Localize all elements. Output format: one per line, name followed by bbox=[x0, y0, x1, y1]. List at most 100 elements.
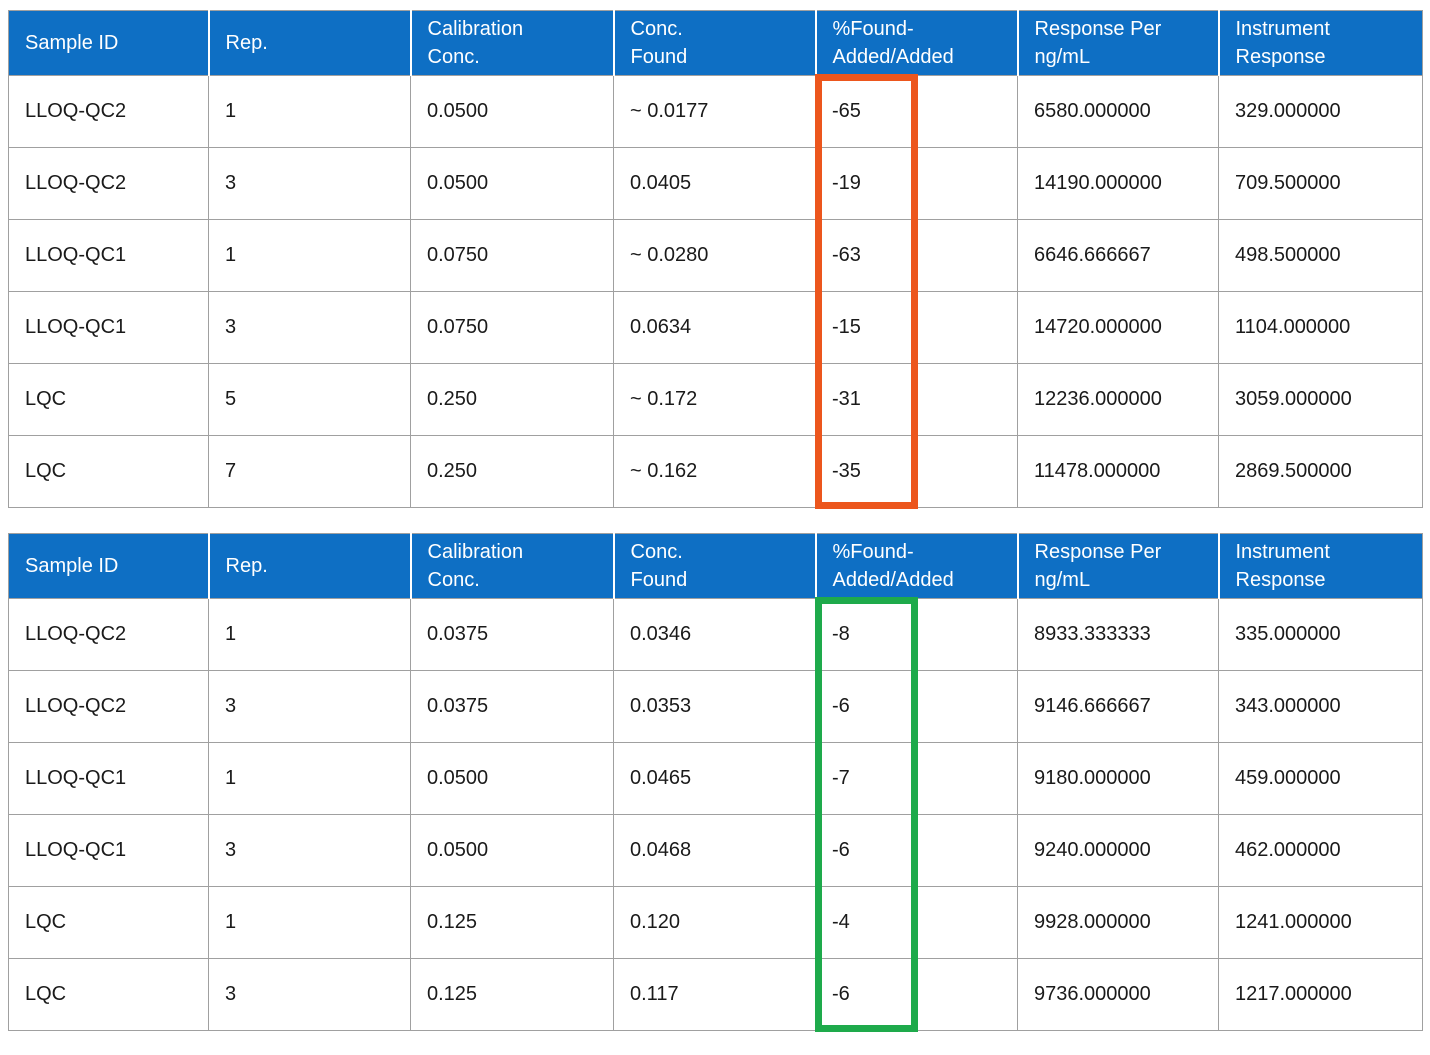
cell-instrument-response: 1104.000000 bbox=[1218, 291, 1423, 364]
cell-sample-id: LQC bbox=[8, 435, 209, 508]
cell-calibration-conc: 0.0500 bbox=[410, 147, 614, 220]
cell-rep: 7 bbox=[208, 435, 411, 508]
cell-conc-found: ~ 0.0177 bbox=[613, 75, 816, 148]
cell-instrument-response: 1217.000000 bbox=[1218, 958, 1423, 1031]
cell-calibration-conc: 0.0500 bbox=[410, 742, 614, 815]
column-header-calibration-conc: Calibration Conc. bbox=[409, 10, 614, 76]
cell-instrument-response: 709.500000 bbox=[1218, 147, 1423, 220]
cell-conc-found: 0.0353 bbox=[613, 670, 816, 743]
cell-pct-found-added: -6 bbox=[815, 814, 1018, 887]
cell-calibration-conc: 0.0500 bbox=[410, 75, 614, 148]
cell-response-per-ng-ml: 6580.000000 bbox=[1017, 75, 1219, 148]
cell-sample-id: LLOQ-QC1 bbox=[8, 742, 209, 815]
cell-rep: 1 bbox=[208, 75, 411, 148]
cell-instrument-response: 2869.500000 bbox=[1218, 435, 1423, 508]
cell-sample-id: LQC bbox=[8, 958, 209, 1031]
cell-calibration-conc: 0.0750 bbox=[410, 291, 614, 364]
column-header-instrument-response: Instrument Response bbox=[1217, 533, 1423, 599]
cell-rep: 3 bbox=[208, 147, 411, 220]
cell-rep: 3 bbox=[208, 958, 411, 1031]
cell-rep: 1 bbox=[208, 742, 411, 815]
cell-pct-found-added: -19 bbox=[815, 147, 1018, 220]
cell-response-per-ng-ml: 14190.000000 bbox=[1017, 147, 1219, 220]
column-header-sample-id: Sample ID bbox=[8, 10, 209, 76]
cell-calibration-conc: 0.250 bbox=[410, 435, 614, 508]
cell-sample-id: LLOQ-QC2 bbox=[8, 147, 209, 220]
table-row: LQC 1 0.125 0.120 -4 9928.000000 1241.00… bbox=[8, 886, 1423, 959]
cell-conc-found: 0.0468 bbox=[613, 814, 816, 887]
column-header-response-per-ng-ml: Response Per ng/mL bbox=[1016, 533, 1219, 599]
cell-pct-found-added: -6 bbox=[815, 670, 1018, 743]
cell-sample-id: LQC bbox=[8, 363, 209, 436]
cell-pct-found-added: -4 bbox=[815, 886, 1018, 959]
cell-conc-found: 0.120 bbox=[613, 886, 816, 959]
cell-response-per-ng-ml: 12236.000000 bbox=[1017, 363, 1219, 436]
cell-rep: 1 bbox=[208, 219, 411, 292]
data-table: Sample ID Rep. Calibration Conc. Conc. F… bbox=[8, 10, 1423, 508]
cell-conc-found: 0.0634 bbox=[613, 291, 816, 364]
cell-instrument-response: 459.000000 bbox=[1218, 742, 1423, 815]
cell-sample-id: LLOQ-QC2 bbox=[8, 598, 209, 671]
header-row: Sample ID Rep. Calibration Conc. Conc. F… bbox=[8, 533, 1423, 599]
cell-instrument-response: 498.500000 bbox=[1218, 219, 1423, 292]
table-row: LLOQ-QC1 3 0.0500 0.0468 -6 9240.000000 … bbox=[8, 814, 1423, 887]
cell-response-per-ng-ml: 9240.000000 bbox=[1017, 814, 1219, 887]
table-row: LQC 3 0.125 0.117 -6 9736.000000 1217.00… bbox=[8, 958, 1423, 1031]
column-header-rep: Rep. bbox=[207, 10, 411, 76]
table-row: LLOQ-QC1 1 0.0500 0.0465 -7 9180.000000 … bbox=[8, 742, 1423, 815]
cell-pct-found-added: -8 bbox=[815, 598, 1018, 671]
cell-response-per-ng-ml: 8933.333333 bbox=[1017, 598, 1219, 671]
cell-conc-found: 0.0405 bbox=[613, 147, 816, 220]
cell-conc-found: ~ 0.162 bbox=[613, 435, 816, 508]
header-row: Sample ID Rep. Calibration Conc. Conc. F… bbox=[8, 10, 1423, 76]
cell-sample-id: LLOQ-QC1 bbox=[8, 814, 209, 887]
cell-rep: 1 bbox=[208, 598, 411, 671]
cell-response-per-ng-ml: 9928.000000 bbox=[1017, 886, 1219, 959]
cell-instrument-response: 462.000000 bbox=[1218, 814, 1423, 887]
cell-rep: 3 bbox=[208, 291, 411, 364]
cell-response-per-ng-ml: 6646.666667 bbox=[1017, 219, 1219, 292]
cell-response-per-ng-ml: 9180.000000 bbox=[1017, 742, 1219, 815]
cell-sample-id: LLOQ-QC2 bbox=[8, 670, 209, 743]
column-header-conc-found: Conc. Found bbox=[612, 533, 816, 599]
cell-rep: 3 bbox=[208, 670, 411, 743]
cell-calibration-conc: 0.125 bbox=[410, 958, 614, 1031]
cell-response-per-ng-ml: 14720.000000 bbox=[1017, 291, 1219, 364]
column-header-pct-found-added: %Found- Added/Added bbox=[814, 10, 1018, 76]
cell-pct-found-added: -35 bbox=[815, 435, 1018, 508]
cell-sample-id: LLOQ-QC2 bbox=[8, 75, 209, 148]
table-row: LLOQ-QC2 3 0.0375 0.0353 -6 9146.666667 … bbox=[8, 670, 1423, 743]
cell-conc-found: ~ 0.0280 bbox=[613, 219, 816, 292]
cell-response-per-ng-ml: 9146.666667 bbox=[1017, 670, 1219, 743]
cell-conc-found: 0.117 bbox=[613, 958, 816, 1031]
cell-calibration-conc: 0.0375 bbox=[410, 670, 614, 743]
cell-instrument-response: 3059.000000 bbox=[1218, 363, 1423, 436]
table-row: LLOQ-QC2 1 0.0500 ~ 0.0177 -65 6580.0000… bbox=[8, 75, 1423, 148]
cell-sample-id: LLOQ-QC1 bbox=[8, 291, 209, 364]
column-header-conc-found: Conc. Found bbox=[612, 10, 816, 76]
cell-sample-id: LLOQ-QC1 bbox=[8, 219, 209, 292]
cell-sample-id: LQC bbox=[8, 886, 209, 959]
cell-pct-found-added: -31 bbox=[815, 363, 1018, 436]
cell-pct-found-added: -65 bbox=[815, 75, 1018, 148]
cell-instrument-response: 1241.000000 bbox=[1218, 886, 1423, 959]
cell-calibration-conc: 0.0375 bbox=[410, 598, 614, 671]
data-table: Sample ID Rep. Calibration Conc. Conc. F… bbox=[8, 533, 1423, 1031]
table-row: LQC 7 0.250 ~ 0.162 -35 11478.000000 286… bbox=[8, 435, 1423, 508]
cell-conc-found: 0.0465 bbox=[613, 742, 816, 815]
cell-conc-found: ~ 0.172 bbox=[613, 363, 816, 436]
table-row: LLOQ-QC2 3 0.0500 0.0405 -19 14190.00000… bbox=[8, 147, 1423, 220]
column-header-calibration-conc: Calibration Conc. bbox=[409, 533, 614, 599]
cell-response-per-ng-ml: 11478.000000 bbox=[1017, 435, 1219, 508]
cell-pct-found-added: -63 bbox=[815, 219, 1018, 292]
cell-rep: 5 bbox=[208, 363, 411, 436]
column-header-response-per-ng-ml: Response Per ng/mL bbox=[1016, 10, 1219, 76]
cell-pct-found-added: -6 bbox=[815, 958, 1018, 1031]
table-row: LQC 5 0.250 ~ 0.172 -31 12236.000000 305… bbox=[8, 363, 1423, 436]
cell-calibration-conc: 0.125 bbox=[410, 886, 614, 959]
cell-rep: 3 bbox=[208, 814, 411, 887]
cell-instrument-response: 343.000000 bbox=[1218, 670, 1423, 743]
cell-pct-found-added: -15 bbox=[815, 291, 1018, 364]
cell-calibration-conc: 0.0750 bbox=[410, 219, 614, 292]
cell-rep: 1 bbox=[208, 886, 411, 959]
